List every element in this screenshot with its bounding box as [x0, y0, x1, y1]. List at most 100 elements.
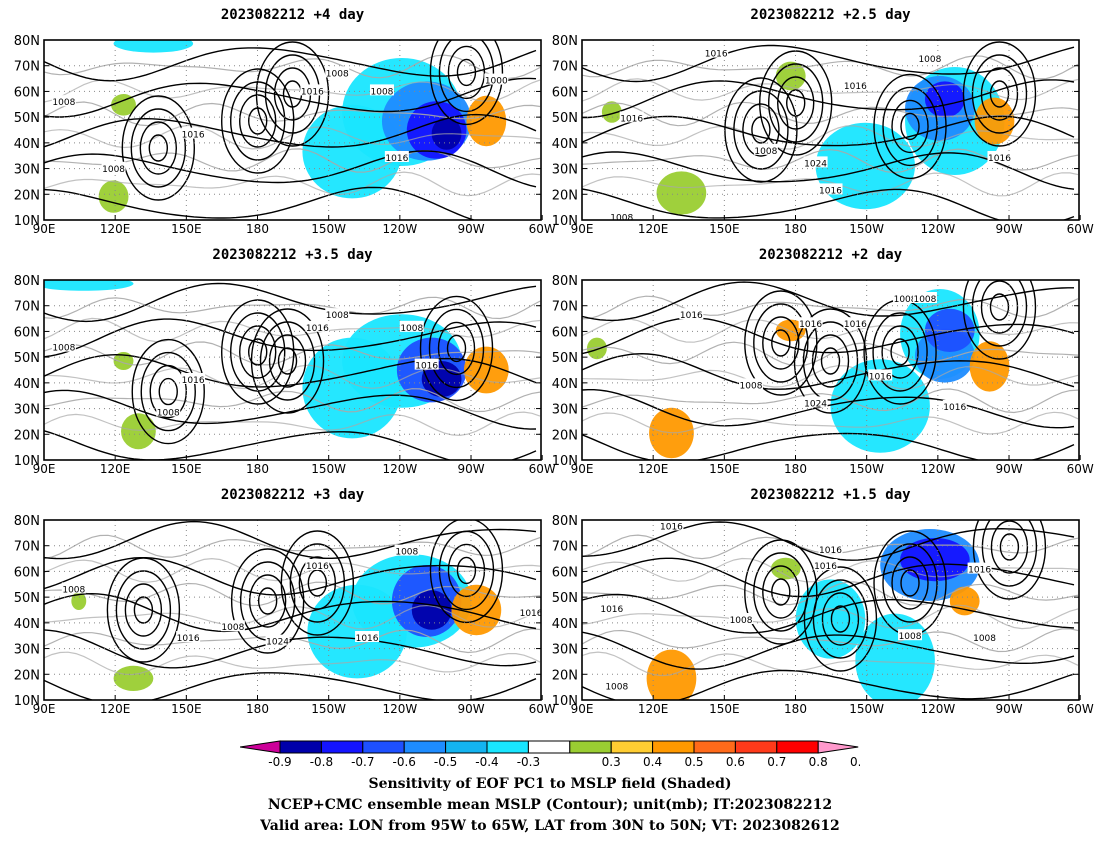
contour-label: 1024 — [804, 399, 827, 409]
latitude-tick-label: 50N — [14, 591, 40, 606]
mslp-contour — [44, 150, 537, 188]
latitude-tick-label: 50N — [14, 351, 40, 366]
latitude-tick-label: 80N — [14, 274, 40, 289]
coastline — [44, 411, 541, 437]
contour-label: 1008 — [395, 548, 418, 558]
mslp-low-contour — [131, 338, 205, 445]
contour-label: 1016 — [705, 50, 728, 60]
mslp-low-contour — [753, 303, 809, 383]
mslp-low-contour — [820, 347, 841, 375]
mslp-contour — [582, 352, 1075, 390]
colorbar-swatch — [610, 740, 654, 754]
colorbar-tick-label: 0.9 — [850, 755, 860, 768]
latitude-tick-label: 20N — [14, 428, 40, 443]
latitude-tick-label: 30N — [552, 403, 578, 418]
contour-label: 1016 — [660, 522, 683, 532]
mslp-low-contour — [980, 67, 1019, 121]
colorbar-swatch — [569, 740, 612, 754]
sensitivity-shading — [900, 538, 970, 582]
colorbar-tick-label: -0.7 — [351, 755, 374, 768]
contour-label: 1008 — [62, 585, 85, 595]
longitude-tick-label: 150E — [171, 702, 202, 716]
mslp-contour — [582, 669, 1075, 700]
longitude-tick-label: 90E — [571, 702, 594, 716]
mslp-low-contour — [890, 338, 910, 366]
mslp-low-contour — [980, 280, 1019, 334]
longitude-tick-label: 90W — [457, 702, 484, 716]
latitude-tick-label: 40N — [552, 617, 578, 632]
mslp-low-contour — [149, 364, 187, 419]
latitude-tick-label: 60N — [14, 565, 40, 580]
sensitivity-shading — [830, 359, 930, 453]
contour-label: 1016 — [415, 362, 438, 372]
map-panel: 1008 1016 1008 1008 1016 1016 1008 80N 70N 60N 50N… — [14, 274, 556, 476]
sensitivity-shading — [795, 579, 866, 659]
latitude-tick-label: 30N — [552, 163, 578, 178]
longitude-tick-label: 180 — [784, 462, 807, 476]
mslp-low-contour — [447, 543, 486, 598]
latitude-tick-label: 10N — [14, 214, 40, 229]
longitude-tick-label: 60W — [529, 462, 556, 476]
contour-label: 1016 — [520, 609, 543, 619]
mslp-low-contour — [753, 552, 809, 632]
latitude-tick-label: 60N — [14, 85, 40, 100]
mslp-low-contour — [771, 329, 791, 357]
contour-label: 1008 — [52, 98, 75, 108]
panel-title: 2023082212 +2.5 day — [750, 7, 911, 23]
mslp-low-contour — [989, 293, 1010, 321]
longitude-tick-label: 60W — [529, 222, 556, 236]
latitude-tick-label: 10N — [14, 454, 40, 469]
map-plot-area: 1008 1016 1008 1016 1008 1024 1016 1016 80N 70N 60… — [14, 514, 556, 716]
mslp-low-contour — [456, 556, 477, 585]
colorbar-svg: -0.9 -0.8 -0.7 -0.6 -0.5 -0.4 -0.3 0.3 0.4 0.5 0.6… — [239, 740, 869, 769]
coastline — [44, 341, 541, 366]
mslp-contour — [582, 389, 1075, 429]
longitude-tick-label: 150E — [709, 222, 740, 236]
mslp-contour — [582, 432, 1075, 460]
colorbar-tick-label: 0.7 — [767, 755, 786, 768]
contour-label: 1008 — [754, 147, 777, 157]
contour-label: 1016 — [844, 320, 867, 330]
longitude-tick-label: 90E — [571, 222, 594, 236]
contour-label: 1008 — [326, 69, 349, 79]
sensitivity-shading — [113, 40, 194, 53]
longitude-tick-label: 120E — [638, 702, 669, 716]
longitude-tick-label: 90E — [33, 222, 56, 236]
colorbar-swatch — [362, 740, 405, 754]
coastline — [582, 581, 1079, 606]
longitude-tick-label: 180 — [784, 222, 807, 236]
colorbar-tick-label: 0.8 — [809, 755, 828, 768]
latitude-tick-label: 30N — [552, 643, 578, 658]
contour-label: 1024 — [266, 638, 289, 648]
contour-label: 1016 — [301, 87, 324, 97]
mslp-contour — [44, 629, 537, 669]
longitude-tick-label: 120E — [638, 462, 669, 476]
longitude-tick-label: 150E — [709, 462, 740, 476]
longitude-tick-label: 60W — [529, 702, 556, 716]
colorbar-swatch — [693, 740, 736, 754]
mslp-contour — [582, 521, 1075, 561]
caption-line-1: Sensitivity of EOF PC1 to MSLP field (Sh… — [368, 776, 732, 792]
sensitivity-shading — [44, 280, 134, 291]
colorbar-min-triangle — [239, 740, 281, 754]
colorbar-swatch — [279, 740, 322, 754]
coastline — [582, 651, 1079, 677]
mslp-low-contour — [221, 68, 295, 174]
latitude-tick-label: 40N — [552, 137, 578, 152]
mslp-low-contour — [872, 312, 928, 392]
mslp-low-contour — [873, 73, 947, 180]
longitude-tick-label: 180 — [246, 462, 269, 476]
map-panel: 1008101610081000100810161008101680N70N60… — [14, 34, 556, 236]
mslp-low-contour — [130, 108, 187, 188]
caption-line-2: NCEP+CMC ensemble mean MSLP (Contour); u… — [267, 797, 833, 813]
longitude-tick-label: 150W — [849, 462, 884, 476]
contour-label: 1008 — [605, 683, 628, 693]
latitude-tick-label: 50N — [14, 111, 40, 126]
mslp-low-contour — [733, 90, 789, 170]
mslp-contour — [44, 672, 537, 700]
mslp-contour — [44, 186, 476, 220]
colorbar-tick-label: -0.9 — [268, 755, 291, 768]
latitude-tick-label: 20N — [552, 188, 578, 203]
contour-label: 1016 — [177, 634, 200, 644]
